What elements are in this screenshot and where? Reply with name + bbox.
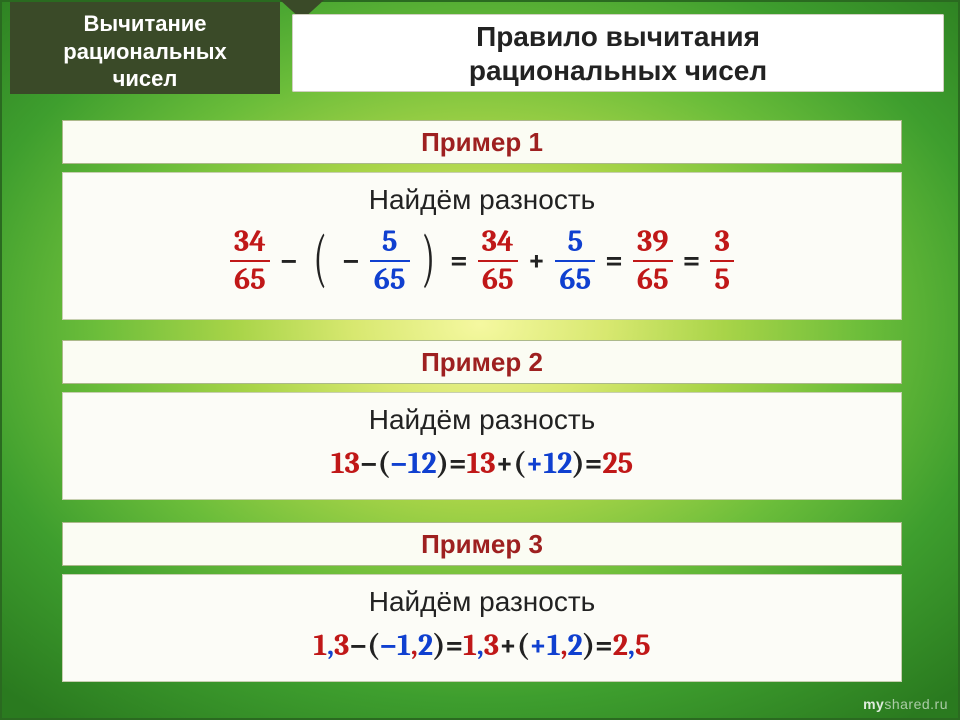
watermark-prefix: my — [863, 696, 884, 712]
example-3-body: Найдём разность 1, 3 − (−1, 2) = 1, 3 + … — [62, 574, 902, 682]
watermark-rest: shared.ru — [884, 696, 948, 712]
watermark: myshared.ru — [863, 696, 948, 712]
example-1-equation: 3465−(−565)=3465+565=3965=35 — [230, 226, 734, 295]
example-1-body: Найдём разность 3465−(−565)=3465+565=396… — [62, 172, 902, 320]
header-left-line3: чисел — [10, 65, 280, 93]
example-3-equation: 1, 3 − (−1, 2) = 1, 3 + (+1, 2) = 2, 5 — [313, 628, 650, 663]
example-3-title-text: Пример 3 — [421, 529, 543, 559]
example-1-title-text: Пример 1 — [421, 127, 543, 157]
header-left: Вычитание рациональных чисел — [10, 2, 280, 94]
example-3-title: Пример 3 — [62, 522, 902, 566]
example-1-find: Найдём разность — [62, 184, 902, 216]
header-right: Правило вычитания рациональных чисел — [292, 14, 944, 92]
header-right-line2: рациональных чисел — [292, 54, 944, 88]
example-2-find: Найдём разность — [62, 404, 902, 436]
example-2-body: Найдём разность 13 − (−12) = 13 + (+12) … — [62, 392, 902, 500]
slide: Вычитание рациональных чисел Правило выч… — [0, 0, 960, 720]
example-1-title: Пример 1 — [62, 120, 902, 164]
header-left-line1: Вычитание — [10, 10, 280, 38]
example-2-equation: 13 − (−12) = 13 + (+12) = 25 — [331, 446, 633, 481]
header-left-line2: рациональных — [10, 38, 280, 66]
example-3-find: Найдём разность — [62, 586, 902, 618]
example-2-title-text: Пример 2 — [421, 347, 543, 377]
header-right-line1: Правило вычитания — [292, 20, 944, 54]
example-2-title: Пример 2 — [62, 340, 902, 384]
